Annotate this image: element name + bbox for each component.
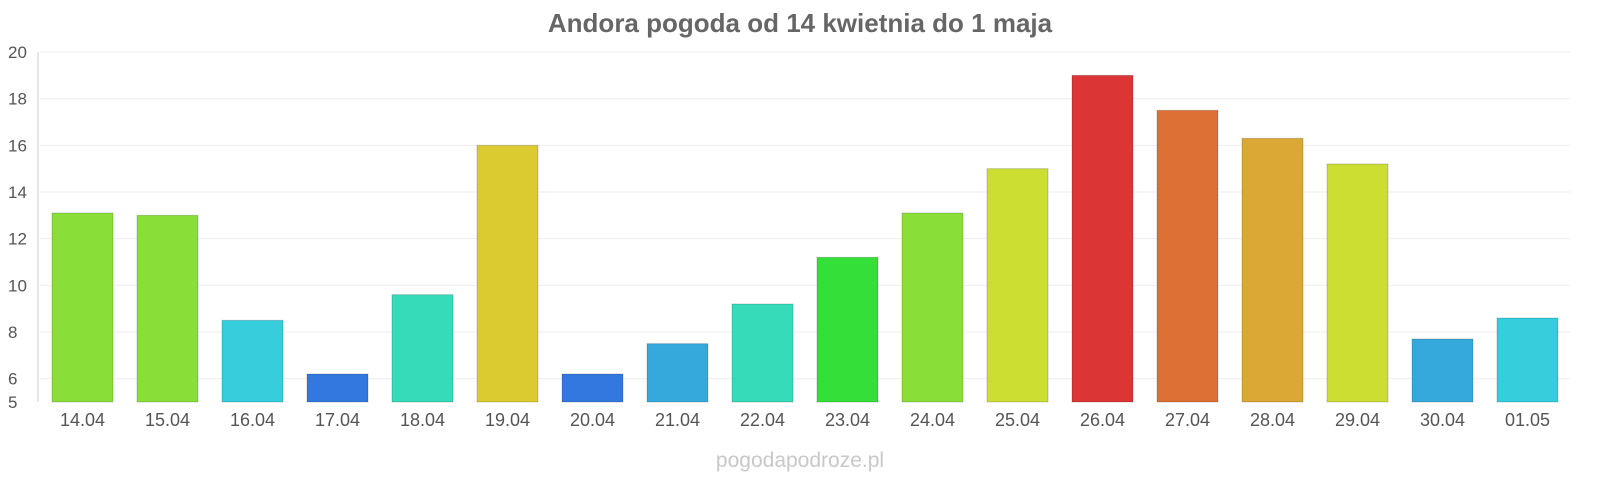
y-tick-label: 14 (8, 183, 27, 202)
bar-17.04[interactable] (306, 373, 369, 403)
x-tick-label: 14.04 (60, 410, 105, 430)
y-tick-label: 18 (8, 90, 27, 109)
bar-26.04[interactable] (1071, 74, 1134, 403)
x-tick-label: 30.04 (1420, 410, 1465, 430)
x-tick-label: 27.04 (1165, 410, 1210, 430)
bar-29.04[interactable] (1326, 163, 1389, 403)
x-tick-label: 28.04 (1250, 410, 1295, 430)
x-tick-label: 26.04 (1080, 410, 1125, 430)
bar-15.04[interactable] (136, 214, 199, 403)
bar-24.04[interactable] (901, 212, 964, 403)
x-tick-label: 19.04 (485, 410, 530, 430)
bar-27.04[interactable] (1156, 109, 1219, 403)
y-tick-label: 20 (8, 43, 27, 62)
y-tick-label: 5 (8, 393, 17, 412)
y-tick-label: 12 (8, 230, 27, 249)
bar-22.04[interactable] (731, 303, 794, 403)
chart-title: Andora pogoda od 14 kwietnia do 1 maja (547, 8, 1053, 38)
x-tick-label: 22.04 (740, 410, 785, 430)
bar-16.04[interactable] (221, 319, 284, 403)
bars (51, 74, 1559, 403)
y-tick-label: 8 (8, 323, 17, 342)
bar-20.04[interactable] (561, 373, 624, 403)
x-tick-label: 16.04 (230, 410, 275, 430)
x-tick-label: 29.04 (1335, 410, 1380, 430)
x-tick-label: 25.04 (995, 410, 1040, 430)
bar-01.05[interactable] (1496, 317, 1559, 403)
x-tick-label: 18.04 (400, 410, 445, 430)
x-axis-ticks: 14.04 15.04 16.04 17.04 18.04 19.04 20.04 21.04… (60, 410, 1550, 430)
bar-19.04[interactable] (476, 144, 539, 403)
bar-28.04[interactable] (1241, 137, 1304, 403)
y-tick-label: 16 (8, 136, 27, 155)
x-tick-label: 24.04 (910, 410, 955, 430)
y-tick-label: 6 (8, 370, 17, 389)
x-tick-label: 21.04 (655, 410, 700, 430)
bar-14.04[interactable] (51, 212, 114, 403)
bar-18.04[interactable] (391, 294, 454, 403)
watermark: pogodapodroze.pl (715, 449, 885, 472)
x-tick-label: 01.05 (1505, 410, 1550, 430)
grid-lines (40, 51, 1570, 380)
bar-23.04[interactable] (816, 256, 879, 403)
y-tick-label: 10 (8, 276, 27, 295)
x-tick-label: 17.04 (315, 410, 360, 430)
x-tick-label: 15.04 (145, 410, 190, 430)
bar-21.04[interactable] (646, 343, 709, 403)
x-tick-label: 20.04 (570, 410, 615, 430)
y-axis-ticks: 5 6 8 10 12 14 16 18 20 (8, 43, 27, 412)
bar-30.04[interactable] (1411, 338, 1474, 403)
bar-25.04[interactable] (986, 168, 1049, 403)
x-tick-label: 23.04 (825, 410, 870, 430)
